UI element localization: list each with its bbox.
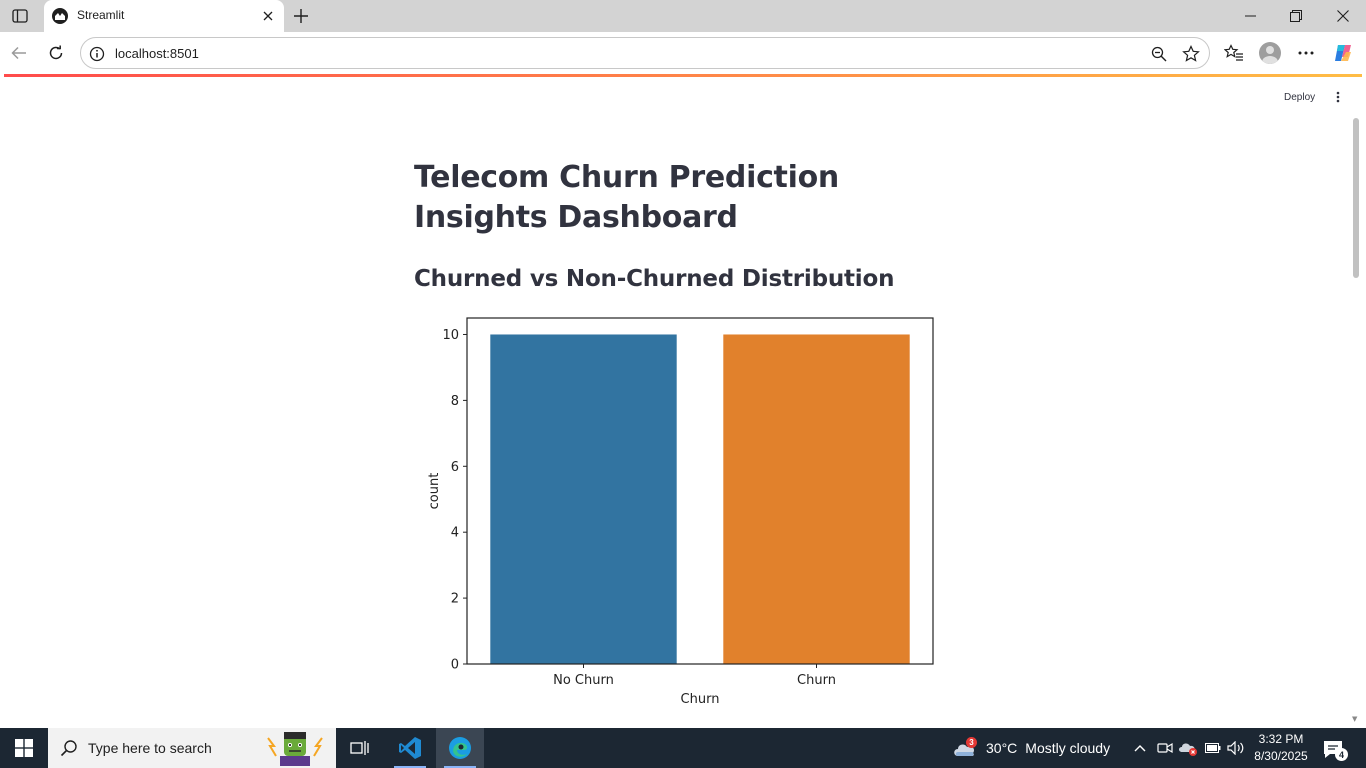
weather-temperature: 30°C <box>986 740 1018 756</box>
meet-now-button[interactable] <box>1155 738 1175 758</box>
refresh-button[interactable] <box>42 39 70 67</box>
bar-churn <box>723 334 910 664</box>
taskbar-clock[interactable]: 3:32 PM 8/30/2025 <box>1248 731 1314 765</box>
windows-taskbar: Type here to search <box>0 728 1366 768</box>
close-icon <box>263 11 273 21</box>
avatar <box>1259 42 1281 64</box>
x-tick-label: Churn <box>797 673 836 688</box>
copilot-button[interactable] <box>1329 39 1357 67</box>
cloud-error-icon <box>1179 743 1197 756</box>
vscode-icon <box>399 737 421 759</box>
battery-icon <box>1205 743 1221 753</box>
y-tick-label: 8 <box>451 394 459 409</box>
search-icon <box>60 740 77 757</box>
show-hidden-icons-button[interactable] <box>1130 738 1150 758</box>
window-close-button[interactable] <box>1320 0 1366 32</box>
y-tick-label: 4 <box>451 526 459 541</box>
x-axis-label: Churn <box>681 692 720 707</box>
clock-date: 8/30/2025 <box>1254 749 1308 763</box>
close-icon <box>1337 10 1349 22</box>
bar-no-churn <box>490 334 677 664</box>
restore-icon <box>1290 10 1302 22</box>
url-text[interactable]: localhost:8501 <box>115 46 199 61</box>
header-decoration-bar <box>4 74 1362 77</box>
tab-close-button[interactable] <box>258 6 278 26</box>
battery-button[interactable] <box>1203 738 1223 758</box>
volume-button[interactable] <box>1226 738 1246 758</box>
start-button[interactable] <box>0 728 48 768</box>
clock-time: 3:32 PM <box>1258 732 1304 746</box>
volume-icon <box>1227 741 1244 755</box>
chart-svg: No Churn Churn 0 2 4 6 8 10 Churn count <box>427 317 934 707</box>
zoom-button[interactable] <box>1149 44 1169 64</box>
tab-actions-button[interactable] <box>6 4 34 28</box>
zoom-out-icon <box>1151 46 1167 62</box>
active-indicator <box>444 766 476 768</box>
minimize-button[interactable] <box>1227 0 1273 32</box>
browser-titlebar: Streamlit <box>0 0 1366 32</box>
main-menu-button[interactable] <box>1330 87 1346 107</box>
restore-button[interactable] <box>1273 0 1319 32</box>
page-scrollbar[interactable]: ▼ <box>1350 74 1362 725</box>
onedrive-button[interactable] <box>1178 738 1198 758</box>
copilot-icon <box>1335 45 1351 61</box>
more-vertical-icon <box>1336 91 1340 103</box>
site-info-icon[interactable] <box>89 46 105 62</box>
taskbar-vscode[interactable] <box>386 728 434 768</box>
x-tick-label: No Churn <box>553 673 614 688</box>
edge-icon <box>449 737 471 759</box>
weather-condition: Mostly cloudy <box>1025 740 1111 756</box>
plot-frame <box>466 317 934 665</box>
search-placeholder: Type here to search <box>88 740 212 756</box>
settings-more-button[interactable] <box>1292 39 1320 67</box>
y-tick-label: 0 <box>451 658 459 673</box>
favorites-button[interactable] <box>1220 39 1248 67</box>
new-tab-button[interactable] <box>289 4 313 28</box>
y-tick-label: 2 <box>451 592 459 607</box>
y-tick-label: 10 <box>442 328 459 343</box>
cloud-icon: 3 <box>952 736 978 760</box>
section-title: Churned vs Non-Churned Distribution <box>414 266 895 292</box>
sidebar-tabs-icon <box>12 9 28 23</box>
churn-distribution-chart: No Churn Churn 0 2 4 6 8 10 Churn count <box>414 310 954 710</box>
back-button[interactable] <box>5 39 33 67</box>
running-indicator <box>394 766 426 768</box>
chevron-up-icon <box>1134 745 1146 752</box>
browser-toolbar: localhost:8501 <box>0 32 1366 74</box>
back-arrow-icon <box>11 46 26 60</box>
star-icon <box>1182 45 1200 62</box>
minimize-icon <box>1244 15 1256 17</box>
scroll-down-arrow-icon[interactable]: ▼ <box>1352 715 1358 723</box>
scrollbar-thumb[interactable] <box>1353 118 1359 278</box>
refresh-icon <box>49 45 63 60</box>
plus-icon <box>294 9 308 23</box>
weather-widget[interactable]: 3 30°C Mostly cloudy <box>952 728 1110 768</box>
taskbar-edge[interactable] <box>436 728 484 768</box>
taskbar-search-box[interactable]: Type here to search <box>48 728 336 768</box>
page-title: Telecom Churn Prediction Insights Dashbo… <box>414 160 839 235</box>
favorites-list-icon <box>1224 44 1243 61</box>
task-view-icon <box>350 741 369 755</box>
profile-button[interactable] <box>1256 39 1284 67</box>
more-horizontal-icon <box>1298 51 1314 55</box>
y-tick-label: 6 <box>451 460 459 475</box>
app-viewport: Deploy ▼ Telecom Churn Prediction Insigh… <box>4 74 1362 725</box>
frankenstein-search-highlight-icon <box>267 732 323 766</box>
streamlit-favicon-icon <box>52 8 68 24</box>
address-bar[interactable]: localhost:8501 <box>80 37 1210 69</box>
tab-streamlit[interactable]: Streamlit <box>44 0 284 32</box>
task-view-button[interactable] <box>336 728 384 768</box>
windows-logo-icon <box>15 739 33 757</box>
weather-alert-badge: 3 <box>966 737 977 748</box>
y-axis-label: count <box>427 473 442 510</box>
deploy-button[interactable]: Deploy <box>1284 91 1316 103</box>
favorite-button[interactable] <box>1181 44 1201 64</box>
tab-title: Streamlit <box>77 8 125 22</box>
notification-count-badge: 4 <box>1335 748 1348 761</box>
camera-icon <box>1157 742 1173 754</box>
